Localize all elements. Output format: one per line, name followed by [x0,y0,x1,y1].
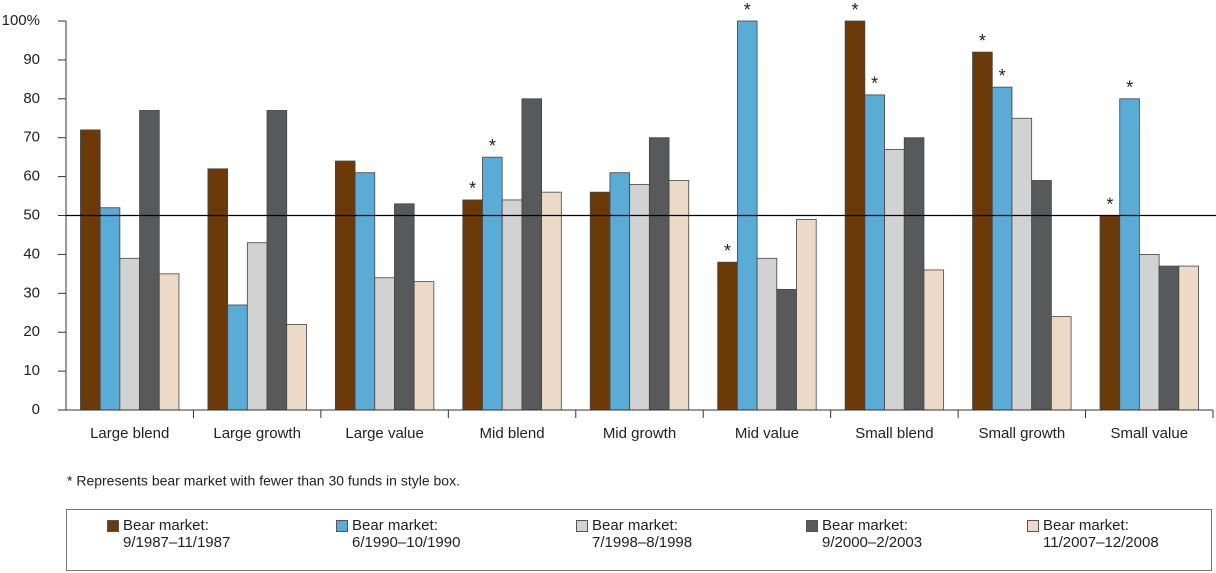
y-tick-label: 30 [23,284,40,301]
legend-swatch [806,520,818,532]
legend-swatch [576,520,588,532]
legend-item: Bear market: 11/2007–12/2008 [1027,517,1159,551]
legend-label: Bear market: 7/1998–8/1998 [592,517,693,551]
bar [1158,265,1180,411]
bar [923,269,945,411]
bar [1050,316,1072,411]
bar [864,94,885,411]
bar [972,51,993,411]
bar [1178,265,1199,411]
x-tick-label: Small blend [855,425,933,442]
y-tick-label: 20 [23,323,40,340]
bar [501,199,523,411]
bar-marker: * [489,136,496,156]
legend-swatch [107,520,119,532]
y-tick-label: 40 [23,245,40,262]
bar-marker: * [999,66,1006,86]
footnote: * Represents bear market with fewer than… [67,473,460,489]
legend-item: Bear market: 6/1990–10/1990 [336,517,460,551]
bar [1099,215,1121,411]
bar [207,168,229,411]
bar [609,172,631,411]
bar [334,160,356,411]
bar [756,257,778,411]
legend-label: Bear market: 6/1990–10/1990 [352,517,461,551]
bar [482,156,503,411]
y-tick-label: 90 [23,51,40,68]
legend: Bear market: 9/1987–11/1987 Bear market: … [66,509,1212,571]
bar [776,289,797,411]
bar-marker: * [979,31,986,51]
y-tick-label: 60 [23,168,40,185]
bar-marker: * [1126,78,1133,98]
bar [991,86,1013,411]
bar [394,203,415,411]
bar [629,183,650,411]
bar [158,273,180,411]
legend-label: Bear market: 11/2007–12/2008 [1043,517,1159,551]
x-tick-label: Mid blend [480,425,545,442]
bar [227,304,248,411]
x-tick-label: Large value [345,425,423,442]
bar [884,148,905,411]
legend-label: Bear market: 9/1987–11/1987 [123,517,231,551]
bar [1119,98,1140,411]
bar [1011,117,1033,411]
bar [139,110,160,411]
bar [796,218,817,411]
y-tick-label: 80 [23,90,40,107]
y-tick-label: 100% [2,12,40,29]
bar [80,129,101,411]
x-tick-label: Mid growth [603,425,676,442]
x-tick-label: Large blend [90,425,169,442]
bar [354,172,376,411]
bar-marker: * [469,179,476,199]
legend-item: Bear market: 9/2000–2/2003 [806,517,922,551]
bar [266,110,288,411]
legend-item: Bear market: 7/1998–8/1998 [576,517,692,551]
bar [1139,253,1160,411]
bar [521,98,543,411]
legend-swatch [1027,520,1039,532]
bar [589,191,611,411]
bar [541,191,562,411]
y-tick-label: 70 [23,129,40,146]
bar [648,137,670,411]
bar-marker: * [871,74,878,94]
legend-item: Bear market: 9/1987–11/1987 [107,517,230,551]
chart: 0 10 20 30 40 50 60 70 80 90 100% Large blend Large … [2,0,1216,489]
bar [119,257,140,411]
bar [717,261,738,411]
y-tick-label: 0 [32,401,40,418]
bar [903,137,925,411]
x-tick-label: Large growth [213,425,301,442]
x-tick-label: Mid value [735,425,799,442]
bar-marker: * [851,0,858,20]
legend-label: Bear market: 9/2000–2/2003 [822,517,923,551]
bar [413,281,435,411]
bar [99,207,121,411]
bar-marker: * [1106,194,1113,214]
legend-swatch [336,520,348,532]
bar [246,242,268,411]
bar [462,199,483,411]
bar-marker: * [724,241,731,261]
bar-marker: * [744,0,751,20]
bar [286,324,307,411]
y-tick-label: 10 [23,362,40,379]
bar [374,277,395,411]
x-tick-label: Small value [1111,425,1189,442]
y-tick-label: 50 [23,206,40,223]
x-tick-label: Small growth [978,425,1065,442]
